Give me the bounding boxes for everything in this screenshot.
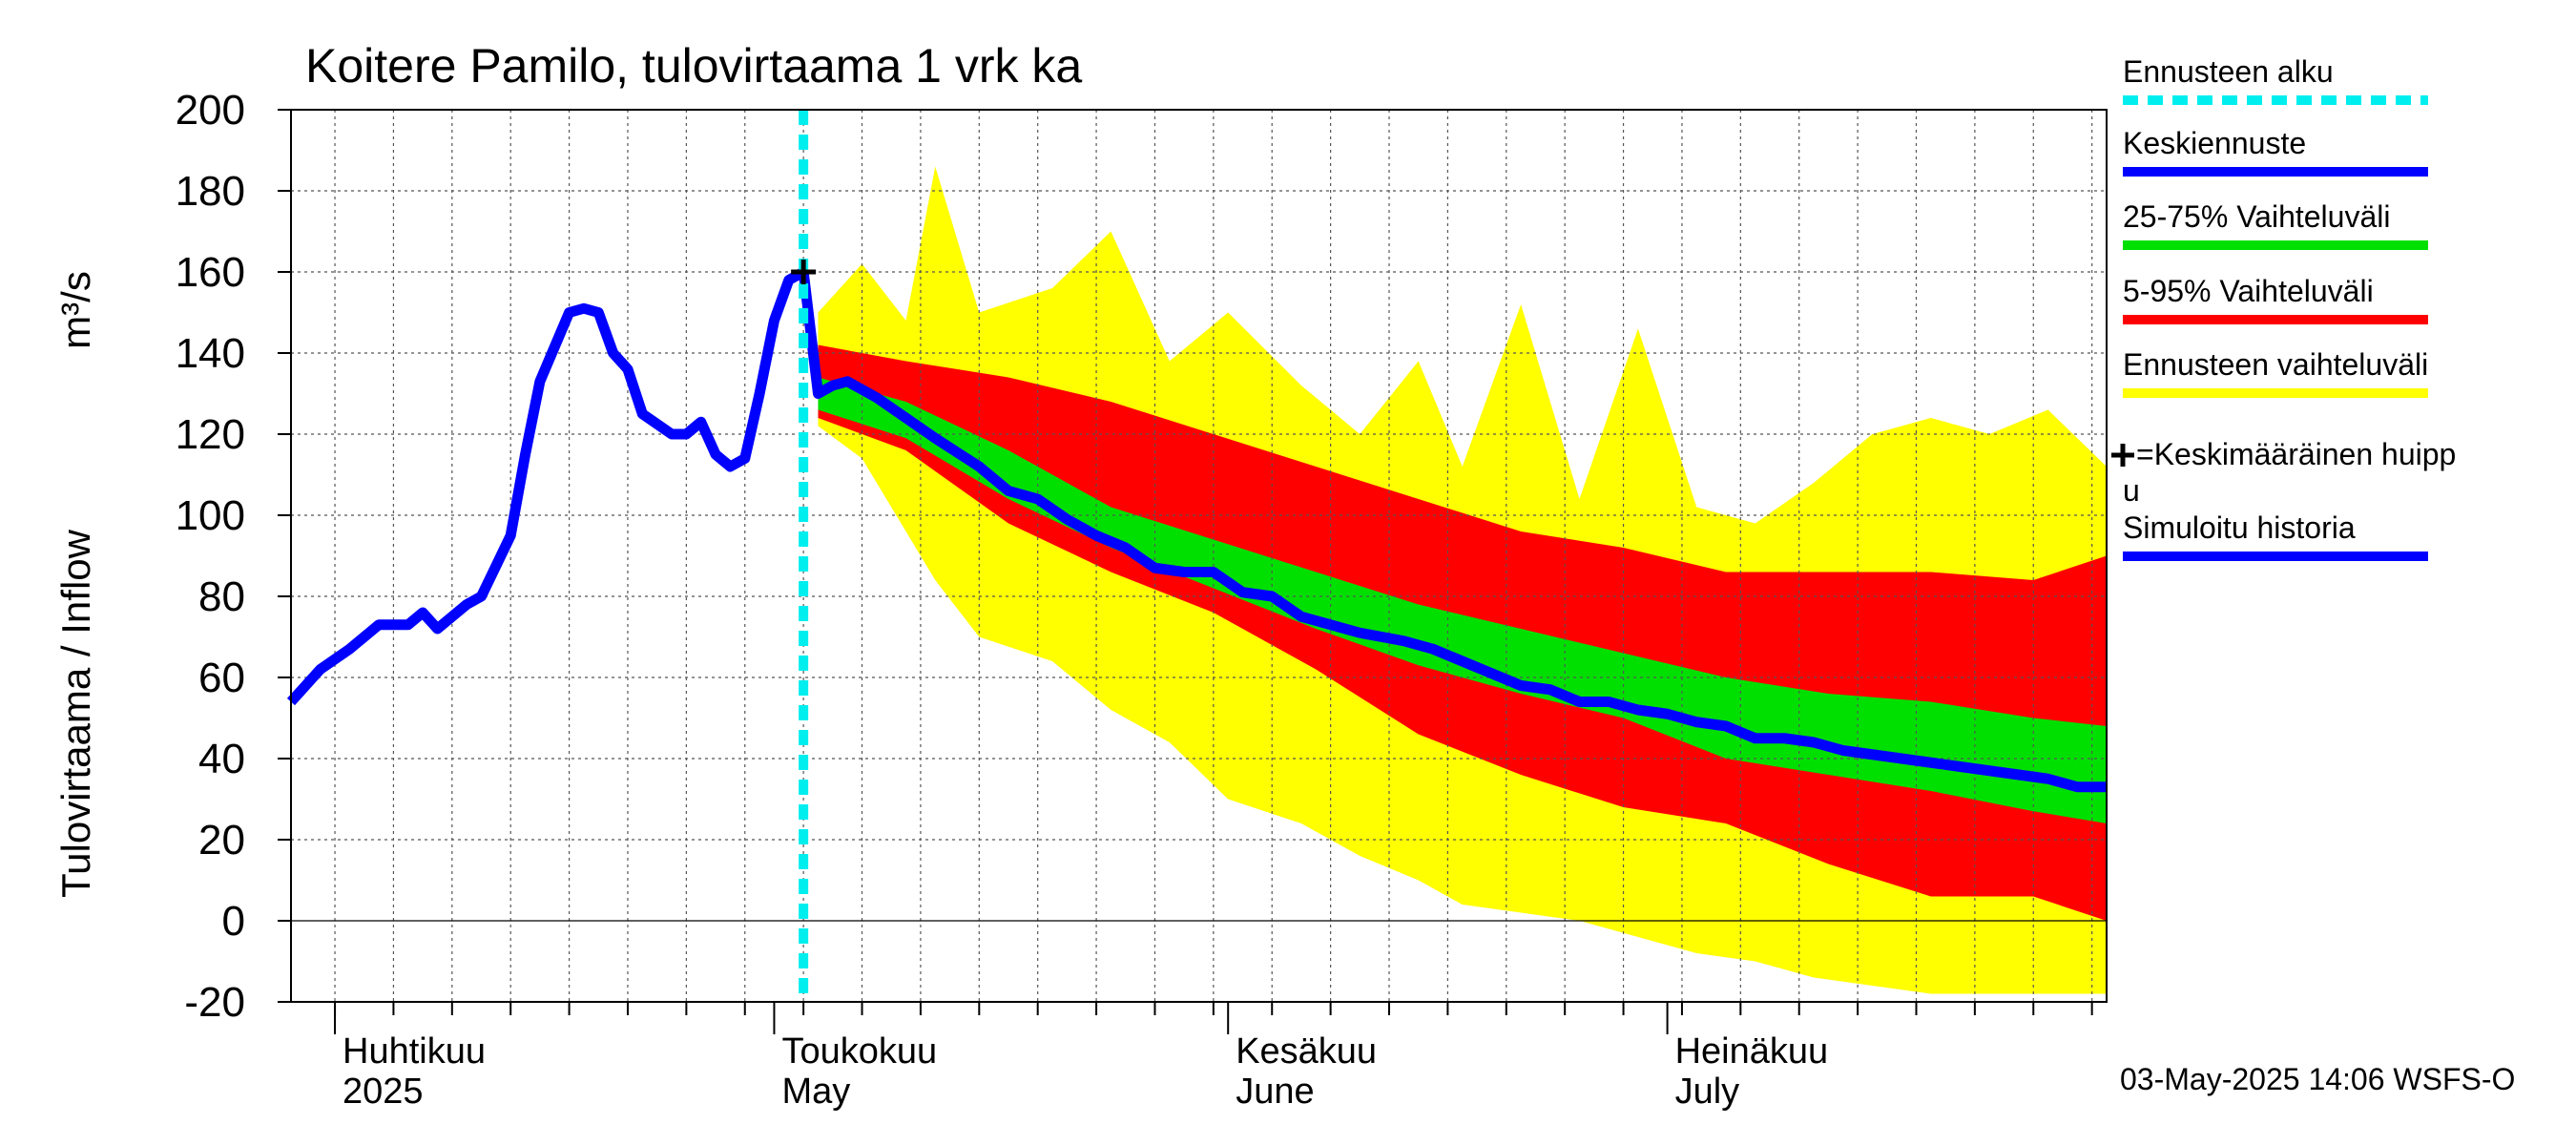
legend-label: Simuloitu historia (2123, 510, 2356, 545)
legend-marker-plus (2111, 444, 2134, 467)
legend-label: 5-95% Vaihteluväli (2123, 274, 2374, 308)
x-month-sublabel: June (1236, 1072, 1314, 1112)
series-simuloitu-historia (286, 267, 806, 706)
x-month-label: Toukokuu (781, 1031, 937, 1072)
legend-label: Ennusteen alku (2123, 54, 2334, 89)
legend-label: Keskiennuste (2123, 126, 2306, 160)
x-month-sublabel: May (781, 1072, 850, 1112)
legend: Ennusteen alku Keskiennuste 25-75% Vaihtel… (2111, 54, 2456, 561)
x-month-label: Heinäkuu (1675, 1031, 1829, 1072)
timestamp-label: 03-May-2025 14:06 WSFS-O (2120, 1062, 2515, 1096)
x-month-sublabel: July (1675, 1072, 1740, 1112)
y-axis-title: Tulovirtaama / Inflow (53, 529, 98, 898)
plot-frame (290, 109, 2108, 1003)
y-tick-label: 80 (198, 573, 245, 620)
series-keskiennuste (798, 271, 2107, 793)
y-tick-label: -20 (184, 979, 245, 1026)
band-25-75 (818, 377, 2107, 823)
y-tick-label: 40 (198, 736, 245, 782)
y-tick-label: 160 (176, 249, 245, 296)
legend-label-wrap: u (2123, 473, 2140, 508)
y-tick-label: 140 (176, 330, 245, 377)
y-tick-label: 180 (176, 168, 245, 215)
legend-label: Ennusteen vaihteluväli (2123, 347, 2428, 382)
x-month-sublabel: 2025 (343, 1072, 424, 1112)
y-tick-label: 0 (222, 898, 245, 945)
y-tick-label: 100 (176, 492, 245, 539)
y-tick-label: 120 (176, 411, 245, 458)
x-month-label: Kesäkuu (1236, 1031, 1377, 1072)
y-tick-label: 60 (198, 655, 245, 701)
axes: -20 0 20 40 60 80 100 120 140 160 180 200 Huhtikuu20… (176, 87, 2108, 1112)
y-axis-unit: m³/s (53, 271, 98, 349)
chart-title: Koitere Pamilo, tulovirtaama 1 vrk ka (305, 39, 1082, 93)
legend-label: =Keskimääräinen huipp (2136, 437, 2456, 471)
x-month-label: Huhtikuu (343, 1031, 486, 1072)
y-tick-label: 200 (176, 87, 245, 134)
plot-area (286, 110, 2107, 1002)
legend-label: 25-75% Vaihteluväli (2123, 199, 2390, 234)
mean-peak-marker (791, 260, 817, 284)
y-tick-label: 20 (198, 817, 245, 864)
